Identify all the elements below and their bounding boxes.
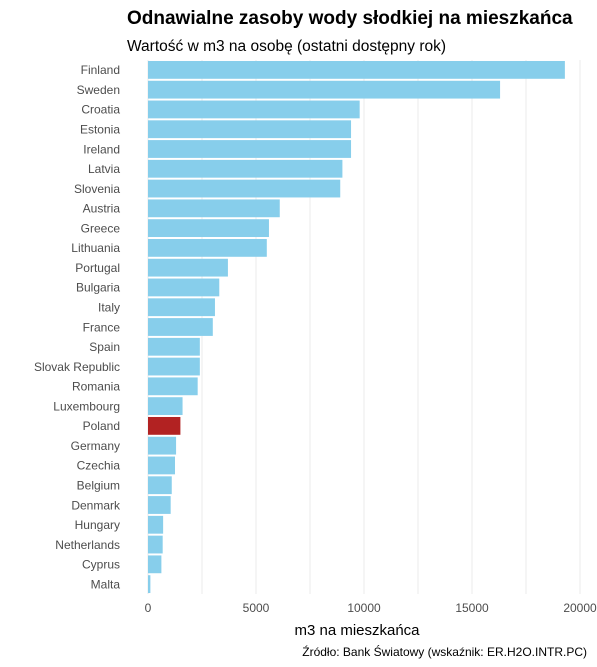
bar-germany [148, 436, 177, 455]
bar-lithuania [148, 238, 267, 257]
bar-estonia [148, 120, 352, 139]
category-label: Austria [83, 202, 121, 216]
category-label: Italy [98, 301, 120, 315]
x-tick-label: 20000 [563, 601, 597, 615]
bar-belgium [148, 476, 172, 495]
category-label: Estonia [80, 123, 120, 137]
category-label: Finland [81, 63, 120, 77]
category-label: Romania [72, 380, 120, 394]
category-label: Lithuania [71, 241, 120, 255]
bar-hungary [148, 515, 164, 534]
category-label: Denmark [71, 498, 121, 512]
bar-sweden [148, 80, 501, 99]
category-label: Germany [71, 439, 120, 453]
chart-title: Odnawialne zasoby wody słodkiej na miesz… [127, 8, 573, 29]
bar-latvia [148, 159, 343, 178]
chart-subtitle: Wartość w m3 na osobę (ostatni dostępny … [127, 38, 446, 55]
bar-slovenia [148, 179, 341, 198]
x-tick-label: 0 [145, 601, 152, 615]
bar-denmark [148, 496, 171, 514]
bar-czechia [148, 456, 175, 475]
category-label: Slovak Republic [34, 360, 120, 374]
bar-malta [148, 575, 151, 594]
bar-romania [148, 377, 198, 396]
bar-finland [148, 60, 565, 79]
bar-spain [148, 337, 200, 356]
chart-caption: Źródło: Bank Światowy (wskaźnik: ER.H2O.… [302, 644, 587, 659]
category-label: Slovenia [74, 182, 120, 196]
bar-poland [148, 416, 181, 435]
category-label: Hungary [75, 518, 120, 532]
category-label: Ireland [83, 142, 120, 156]
category-label: Latvia [88, 162, 120, 176]
x-tick-label: 10000 [347, 601, 381, 615]
category-label: Netherlands [55, 538, 120, 552]
bar-slovak-republic [148, 357, 200, 376]
bar-portugal [148, 258, 228, 277]
category-label: Portugal [75, 261, 120, 275]
category-label: Bulgaria [76, 281, 120, 295]
category-label: Belgium [77, 479, 120, 493]
bar-netherlands [148, 535, 163, 554]
bar-austria [148, 199, 280, 218]
category-label: Sweden [77, 83, 120, 97]
x-axis-ticks: 0 5000 10000 15000 20000 [145, 601, 597, 615]
category-label: Poland [83, 419, 120, 433]
bar-italy [148, 298, 215, 317]
bar-ireland [148, 140, 352, 158]
x-tick-label: 5000 [243, 601, 270, 615]
bar-croatia [148, 100, 360, 119]
bar-greece [148, 219, 269, 238]
bar-france [148, 318, 213, 336]
category-label: Greece [81, 221, 121, 235]
bar-bulgaria [148, 278, 220, 297]
category-label: Czechia [77, 459, 121, 473]
category-label: Spain [89, 340, 120, 354]
category-label: Cyprus [82, 558, 120, 572]
bar-cyprus [148, 555, 162, 574]
category-label: France [83, 320, 121, 334]
category-label: Croatia [81, 103, 120, 117]
x-tick-label: 15000 [455, 601, 489, 615]
category-labels: Finland Sweden Croatia Estonia Ireland Latvia… [34, 63, 121, 591]
category-label: Luxembourg [53, 399, 120, 413]
x-axis-title: m3 na mieszkańca [294, 622, 420, 639]
bars [148, 60, 565, 594]
bar-luxembourg [148, 397, 183, 416]
category-label: Malta [91, 577, 121, 591]
